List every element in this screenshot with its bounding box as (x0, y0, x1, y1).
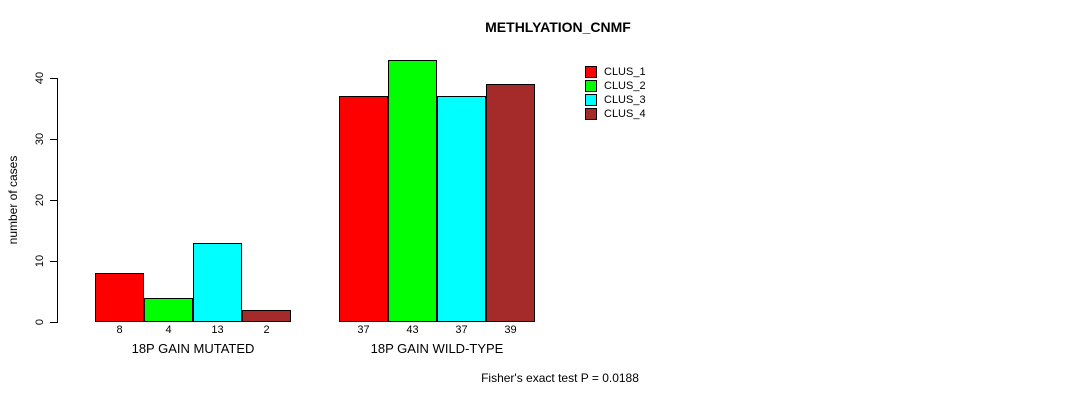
bar-clus_1-group2 (339, 96, 388, 322)
bar-clus_4-group2 (486, 84, 535, 322)
bar-clus_2-group1 (144, 298, 193, 322)
y-tick-label: 10 (34, 254, 46, 268)
bar-value-label: 39 (504, 324, 517, 336)
stat-annotation: Fisher's exact test P = 0.0188 (481, 371, 639, 385)
y-tick-label: 30 (34, 132, 46, 146)
y-tick-label: 0 (34, 318, 46, 326)
bar-clus_4-group1 (242, 310, 291, 322)
bar-value-label: 4 (165, 324, 172, 336)
y-tick-label: 20 (34, 193, 46, 207)
bar-value-label: 37 (357, 324, 370, 336)
bar-clus_3-group1 (193, 243, 242, 322)
y-tick-label: 40 (34, 71, 46, 85)
chart-title: METHLYATION_CNMF (485, 19, 631, 35)
bar-clus_2-group2 (388, 60, 437, 322)
group-label: 18P GAIN MUTATED (131, 341, 255, 356)
y-tick (50, 200, 57, 201)
y-tick (50, 139, 57, 140)
bar-clus_3-group2 (437, 96, 486, 322)
y-axis-line (57, 78, 58, 323)
bar-value-label: 2 (263, 324, 270, 336)
bar-value-label: 13 (211, 324, 224, 336)
bar-value-label: 8 (116, 324, 123, 336)
group-label: 18P GAIN WILD-TYPE (370, 341, 504, 356)
bar-value-label: 43 (406, 324, 419, 336)
bar-clus_1-group1 (95, 273, 144, 322)
y-tick (50, 261, 57, 262)
y-tick (50, 78, 57, 79)
bar-value-label: 37 (455, 324, 468, 336)
y-tick (50, 322, 57, 323)
